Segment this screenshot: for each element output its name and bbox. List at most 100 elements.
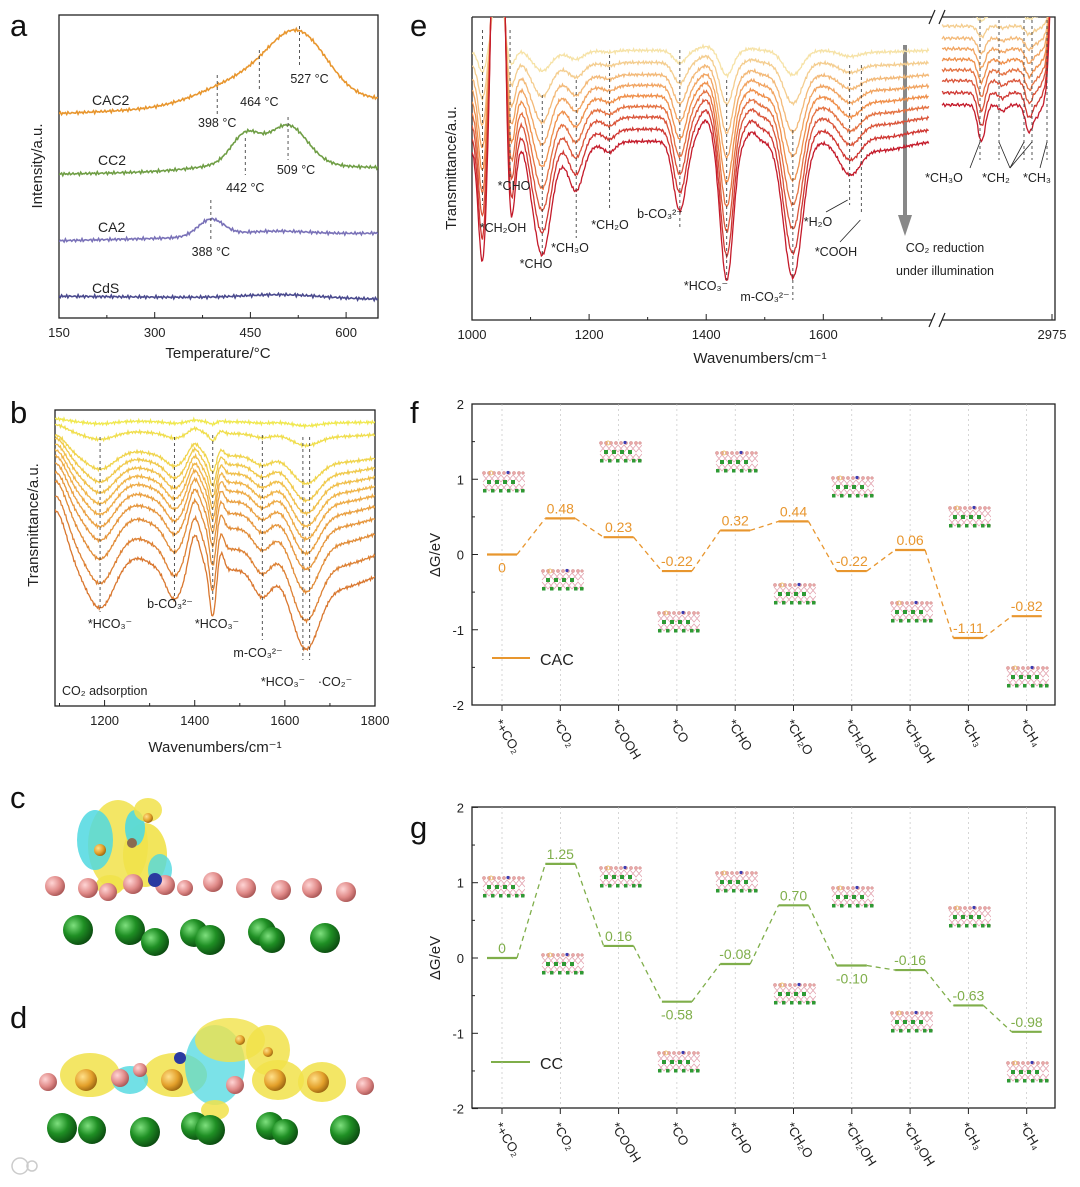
spectrum-line-4 (472, 17, 930, 161)
panel-b-ftir-adsorption-chart: Wavenumbers/cm⁻¹ Transmittance/a.u. CO₂ … (25, 409, 390, 756)
energy-connector (574, 517, 604, 538)
spectrum-line-9 (472, 17, 930, 281)
x-tick-label: 1200 (575, 327, 604, 342)
spectrum-line-6 (472, 17, 930, 209)
x-tick-label: *CH₃OH (900, 717, 938, 766)
energy-value-label: -0.98 (1011, 1014, 1043, 1030)
x-tick-label: 1800 (361, 713, 390, 728)
spectrum-line-5 (472, 17, 929, 185)
energy-connector (574, 863, 605, 947)
panel-f-free-energy-diagram-cac: ΔG/eV CAC *+CO₂ *CO₂ *COOH *CO *CHO *CH₂O *CH₂… (427, 397, 1056, 766)
peak-label: 388 °C (192, 245, 230, 259)
energy-value-label: 0.16 (605, 928, 632, 944)
adsorption-structure-thumbnail (830, 475, 874, 505)
adsorption-structure-thumbnail (1005, 1060, 1049, 1090)
energy-value-label: -0.22 (836, 553, 868, 569)
adsorption-structure-thumbnail (540, 568, 584, 598)
x-tick-label: *CHO (725, 1120, 756, 1157)
energy-value-label: 0 (498, 560, 506, 576)
x-tick-label: 1400 (692, 327, 721, 342)
x-tick-label: 150 (48, 325, 70, 340)
band-label: b-CO₃²⁻ (637, 207, 683, 221)
spectrum-line-8 (472, 17, 929, 260)
y-tick-label: 2 (457, 397, 464, 412)
panel-c-charge-density-structure (45, 798, 356, 956)
x-tick-label: *COOH (608, 1120, 644, 1165)
spectrum-line-8 (55, 462, 375, 556)
band-label: ·CO₂⁻ (318, 675, 352, 689)
band-label: *HCO₃⁻ (261, 675, 305, 689)
x-tick-label: *CH₂O (783, 717, 816, 758)
spectrum-line-3 (472, 17, 930, 136)
arrow-label-line2: under illumination (896, 264, 994, 278)
band-label: *CHO (520, 257, 553, 271)
energy-connector (691, 963, 721, 1003)
y-tick-label: -1 (452, 623, 464, 638)
adsorption-structure-thumbnail (772, 582, 816, 612)
adsorption-structure-thumbnail (830, 885, 874, 915)
spectrum-line-6 (55, 448, 375, 529)
adsorption-structure-thumbnail (889, 1010, 933, 1040)
panel-label-a: a (10, 8, 28, 43)
adsorbate-atom (174, 1052, 186, 1064)
cadmium-atom-layer (63, 915, 340, 956)
energy-value-label: 0.32 (722, 512, 749, 528)
y-tick-label: -1 (452, 1026, 464, 1041)
watermark-logo-icon (11, 1157, 38, 1175)
plot-frame (54, 409, 376, 707)
x-tick-label: *COOH (608, 717, 644, 762)
energy-connector (982, 1004, 1013, 1033)
x-tick-label: *CH₂O (783, 1120, 816, 1161)
panel-label-c: c (10, 780, 26, 815)
energy-value-label: 0 (498, 940, 506, 956)
panel-label-f: f (410, 395, 419, 430)
adsorption-structure-thumbnail (481, 470, 525, 500)
energy-connector (866, 549, 896, 572)
spectrum-line-2 (55, 423, 375, 449)
energy-connector (633, 945, 663, 1002)
spectrum-line-right-9 (941, 17, 1051, 143)
band-label-right: *CH₃O (925, 171, 963, 185)
band-label: *HCO₃⁻ (684, 279, 728, 293)
spectrum-line-right-6 (941, 17, 1050, 98)
x-tick-label: *+CO₂ (491, 1120, 523, 1159)
x-tick-label: *CH₂OH (841, 717, 879, 766)
panel-label-e: e (410, 8, 427, 43)
band-label-right: *CH₂ (982, 171, 1010, 185)
panel-g-free-energy-diagram-cc: ΔG/eV CC *+CO₂ *CO₂ *COOH *CO *CHO *CH₂O *CH₂O… (427, 800, 1056, 1169)
x-tick-label: *CO (666, 1120, 692, 1149)
panel-a-tpd-chart: Temperature/°C Intensity/a.u. CAC2 CC2 CA2… (29, 14, 379, 362)
band-label: *CHO (498, 179, 531, 193)
series-line-cac2 (59, 26, 378, 117)
pointer-arrow (1039, 141, 1048, 169)
y-axis-label: ΔG/eV (427, 936, 444, 980)
adsorption-structure-thumbnail (772, 982, 816, 1012)
series-line-cds (59, 291, 378, 303)
illumination-arrow (898, 45, 912, 236)
energy-value-label: 0.23 (605, 519, 632, 535)
energy-connector (866, 964, 896, 971)
adsorption-structure-thumbnail (540, 952, 584, 982)
spectrum-line-right-3 (941, 17, 1049, 55)
y-axis-label: ΔG/eV (427, 533, 444, 577)
panel-e-in-situ-ftir-chart: Wavenumbers/cm⁻¹ Transmittance/a.u. CO₂ … (443, 9, 1066, 367)
peak-label: 527 °C (290, 72, 328, 86)
sulfur-atom-layer (45, 872, 356, 902)
cadmium-atom-layer (47, 1112, 360, 1147)
x-tick-label: 1200 (90, 713, 119, 728)
peak-label: 398 °C (198, 116, 236, 130)
spectrum-line-7 (472, 17, 930, 234)
pointer-arrow (969, 141, 981, 169)
band-label: b-CO₃²⁻ (147, 597, 193, 611)
adsorption-structure-thumbnail (947, 505, 991, 535)
energy-value-label: 0.70 (780, 887, 807, 903)
y-tick-label: 0 (457, 548, 464, 563)
spectrum-line-right-2 (941, 17, 1048, 39)
energy-value-label: -0.58 (661, 1007, 693, 1023)
x-axis-label: Wavenumbers/cm⁻¹ (148, 739, 281, 756)
y-tick-label: -2 (452, 1102, 464, 1117)
energy-connector (807, 905, 838, 966)
spectrum-line-2 (472, 17, 929, 108)
adsorbate-atoms (94, 813, 162, 887)
